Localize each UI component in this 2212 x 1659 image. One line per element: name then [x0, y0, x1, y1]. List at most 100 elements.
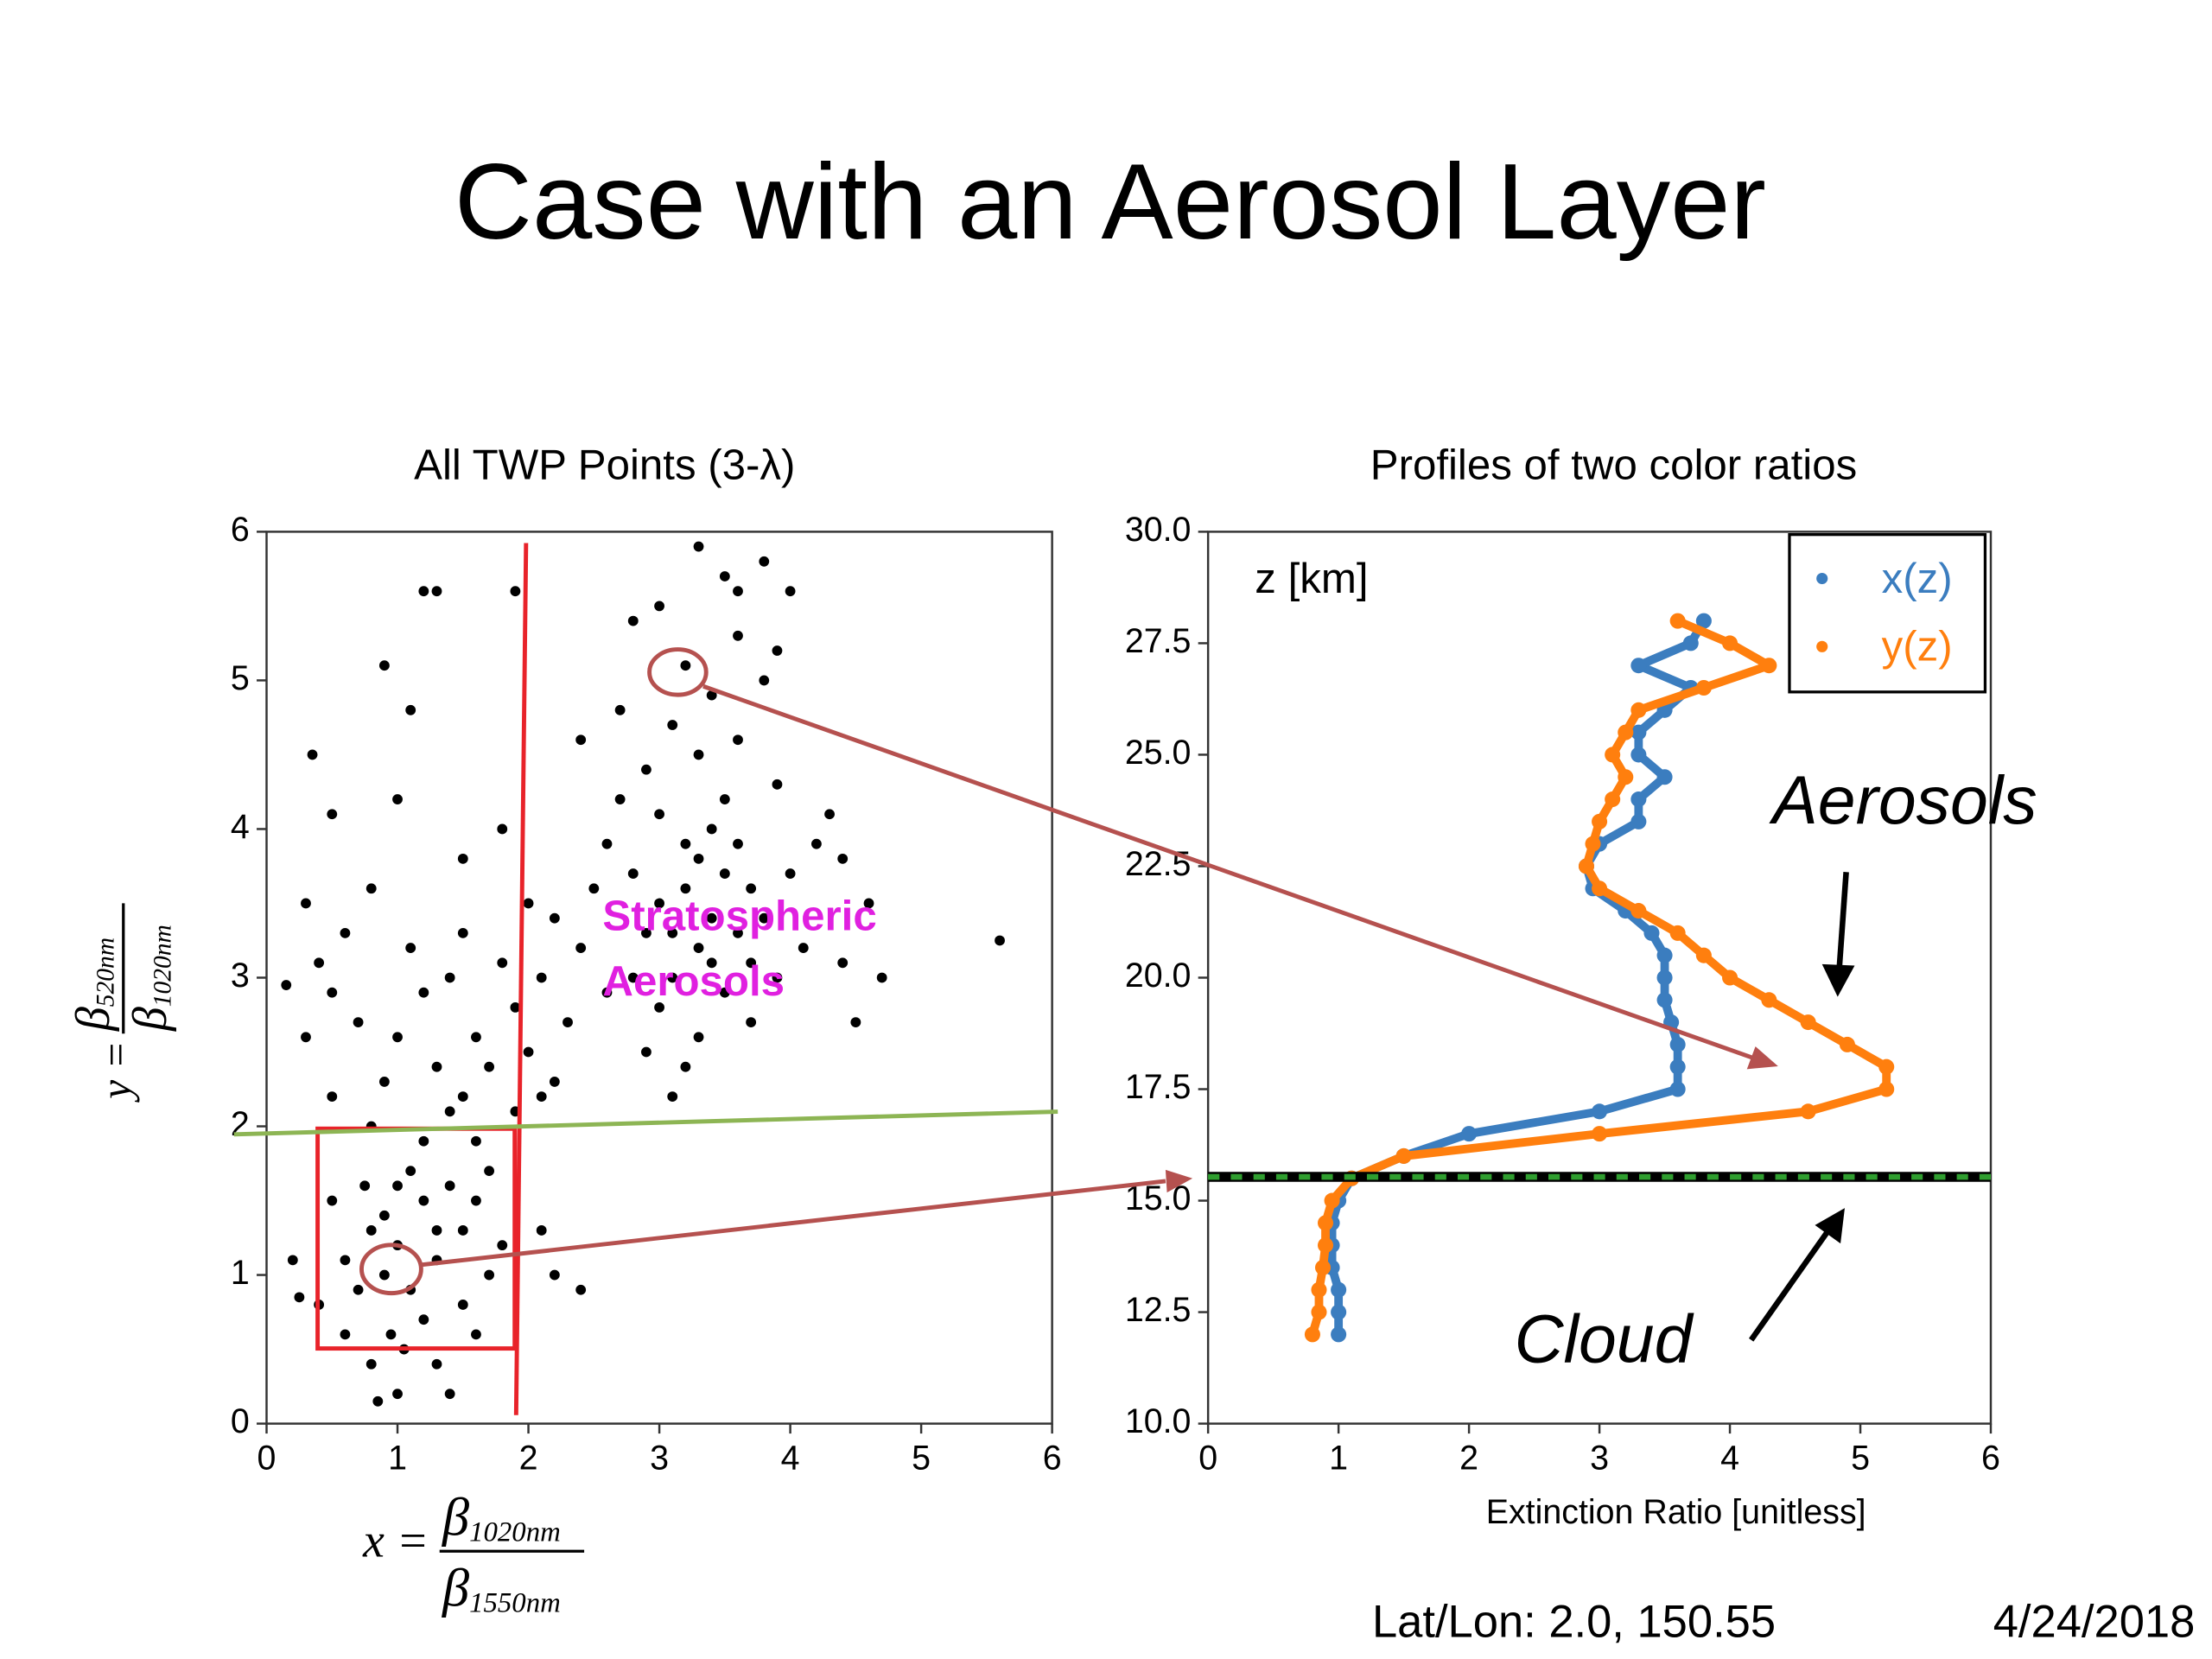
- scatter-point: [627, 868, 639, 879]
- scatter-point: [549, 1077, 560, 1087]
- line-point: [1656, 969, 1673, 986]
- line-point: [1695, 613, 1712, 629]
- line-point: [1643, 925, 1660, 941]
- y-label: y = β520nm β1020nm: [67, 903, 177, 1103]
- subscript: 520nm: [92, 938, 119, 1007]
- scatter-point: [863, 898, 874, 909]
- scatter-point: [680, 660, 691, 671]
- legend-marker: [1816, 640, 1828, 652]
- scatter-point: [837, 957, 849, 969]
- scatter-point: [418, 1135, 429, 1147]
- scatter-point: [549, 1269, 560, 1281]
- x-tick-label: 0: [1198, 1440, 1217, 1478]
- line-point: [1669, 1081, 1686, 1097]
- scatter-point: [301, 898, 311, 909]
- line-point: [1592, 813, 1608, 830]
- line-point: [1722, 635, 1738, 652]
- scatter-point: [314, 957, 325, 969]
- scatter-point: [693, 1032, 704, 1043]
- scatter-point: [471, 1329, 481, 1340]
- scatter-point: [444, 1389, 455, 1400]
- line-point: [1630, 702, 1647, 718]
- line-point: [1839, 1036, 1855, 1052]
- line-point: [1605, 747, 1621, 763]
- footer-location: Lat/Lon: 2.0, 150.55: [1372, 1596, 1776, 1647]
- scatter-point: [378, 1210, 390, 1221]
- scatter-point: [497, 1240, 508, 1251]
- scatter-point: [327, 1091, 338, 1103]
- scatter-point: [601, 838, 613, 849]
- line-point: [1630, 903, 1647, 919]
- scatter-point: [392, 1032, 403, 1043]
- arrowhead: [1165, 1169, 1193, 1193]
- scatter-point: [667, 1091, 678, 1103]
- line-point: [1761, 658, 1777, 674]
- line-point: [1800, 1014, 1816, 1031]
- scatter-point: [457, 1091, 468, 1103]
- line-point: [1878, 1058, 1895, 1075]
- x-tick-label: 4: [781, 1440, 800, 1478]
- scatter-point: [641, 1046, 652, 1058]
- scatter-point: [575, 734, 587, 746]
- scatter-point: [536, 1225, 547, 1236]
- scatter-point: [746, 957, 757, 969]
- scatter-point: [772, 972, 783, 983]
- scatter-point: [457, 927, 468, 938]
- scatter-point: [359, 1180, 371, 1192]
- scatter-point: [340, 1329, 351, 1340]
- slide-title: Case with an Aerosol Layer: [454, 142, 1766, 262]
- y-tick-label: 0: [231, 1402, 250, 1440]
- scatter-point: [759, 912, 770, 924]
- x-tick-label: 4: [1720, 1440, 1739, 1478]
- scatter-point: [614, 794, 626, 804]
- line-point: [1630, 791, 1647, 808]
- line-point: [1669, 925, 1686, 941]
- symbol: β: [124, 1007, 177, 1032]
- scatter-point: [418, 1314, 429, 1325]
- x-tick-label: 2: [1459, 1440, 1478, 1478]
- scatter-point: [353, 1017, 364, 1028]
- scatter-point: [810, 838, 822, 849]
- y-tick-label: 5: [231, 659, 250, 697]
- threshold-line: [233, 1109, 1058, 1137]
- y-tick-label: 2: [231, 1105, 250, 1143]
- scatter-point: [365, 883, 377, 894]
- scatter-point: [706, 823, 717, 835]
- scatter-point: [431, 1358, 442, 1370]
- scatter-point: [340, 927, 351, 938]
- scatter-point: [301, 1032, 311, 1043]
- scatter-point: [719, 987, 730, 998]
- subscript: 1550nm: [469, 1587, 561, 1618]
- scatter-point: [654, 1001, 664, 1013]
- scatter-point: [627, 615, 639, 626]
- scatter-point: [365, 1358, 377, 1370]
- line-point: [1656, 947, 1673, 963]
- scatter-point: [719, 571, 730, 582]
- scatter-point: [431, 1061, 442, 1072]
- scatter-point: [601, 987, 613, 998]
- scatter-point: [392, 1389, 403, 1400]
- x-tick-label: 1: [388, 1440, 407, 1478]
- subscript: 1020nm: [469, 1516, 561, 1548]
- line-point: [1605, 791, 1621, 808]
- scatter-point: [693, 943, 704, 953]
- scatter-point: [457, 1300, 468, 1310]
- symbol: β: [442, 1559, 469, 1618]
- x-tick-label: 2: [519, 1440, 538, 1478]
- x-tick-label: 0: [257, 1440, 276, 1478]
- scatter-point: [680, 1061, 691, 1072]
- scatter-point: [654, 898, 664, 909]
- scatter-point: [667, 972, 678, 983]
- highlight-ellipse: [359, 1243, 423, 1296]
- scatter-point: [575, 943, 587, 953]
- scatter-point: [850, 1017, 861, 1028]
- x-label-numerator: β1020nm: [442, 1488, 561, 1548]
- x-axis-label: Extinction Ratio [unitless]: [1486, 1493, 1866, 1531]
- line-point: [1618, 724, 1634, 741]
- scatter-point: [798, 943, 809, 953]
- scatter-point: [733, 630, 743, 641]
- x-tick-label: 3: [1590, 1440, 1609, 1478]
- scatter-point: [510, 586, 521, 597]
- chart-title: Profiles of two color ratios: [1370, 442, 1858, 489]
